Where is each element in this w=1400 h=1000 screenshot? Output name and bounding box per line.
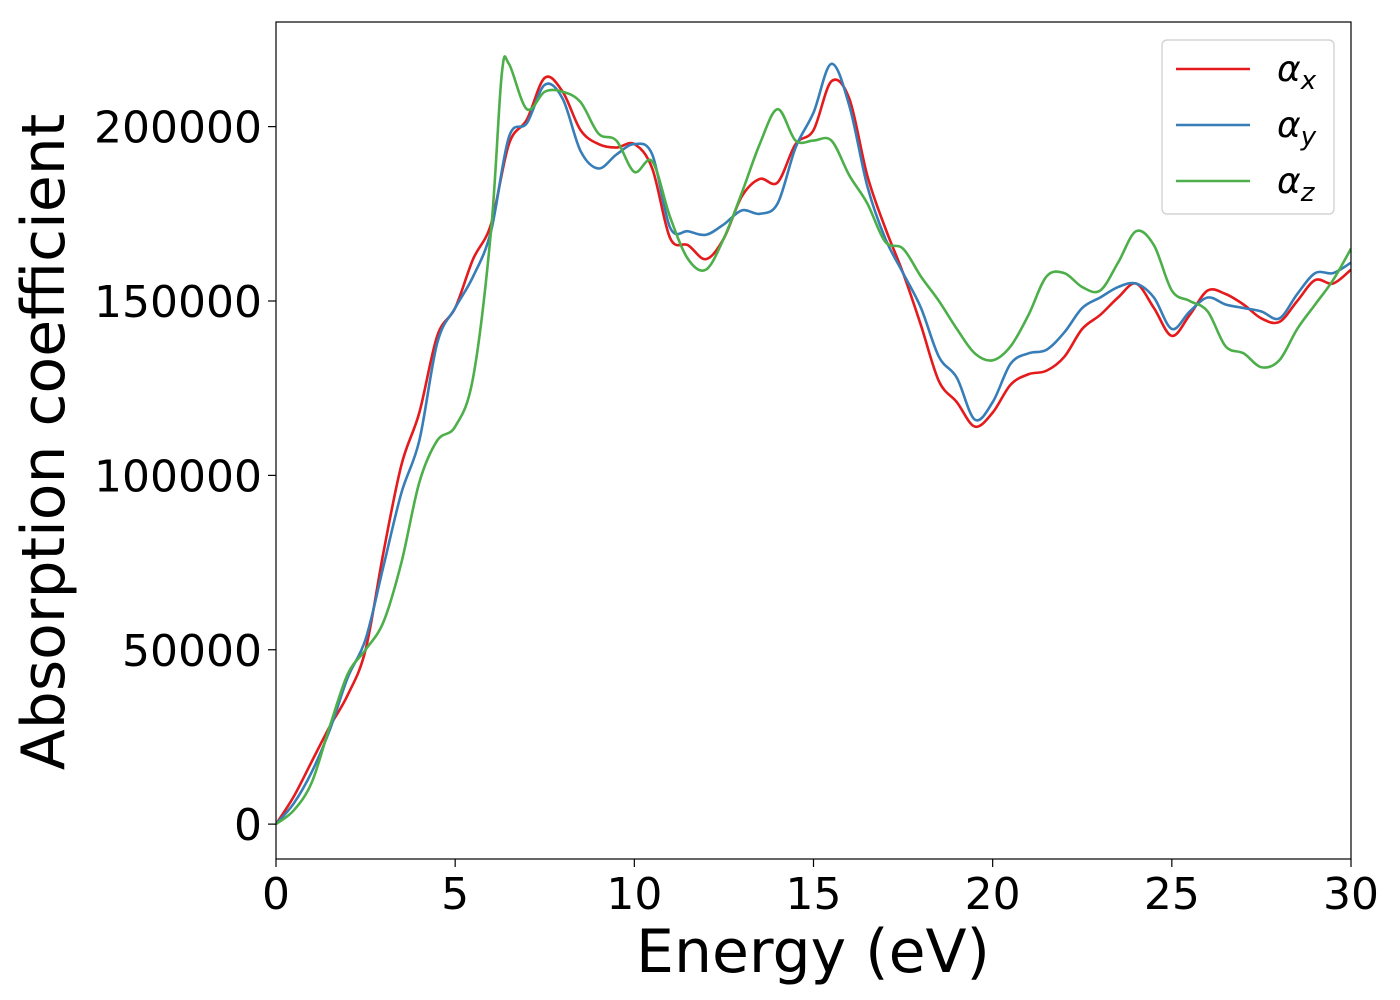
x-tick-label: 25 (1144, 869, 1200, 920)
series-layer (276, 55, 1351, 826)
series-line-y (276, 62, 1351, 825)
x-tick-label: 20 (965, 869, 1021, 920)
legend: αx αy αz (1161, 39, 1335, 215)
x-axis-label: Energy (eV) (636, 917, 990, 987)
y-tick-label: 50000 (122, 626, 262, 677)
y-tick-label: 150000 (94, 277, 262, 328)
y-tick-label: 0 (234, 800, 262, 851)
y-tick-label: 200000 (94, 103, 262, 154)
legend-label-z: αz (1277, 161, 1316, 208)
y-axis-label: Absorption coefficient (9, 114, 79, 771)
legend-label-y: αy (1277, 105, 1317, 152)
x-tick-label: 0 (262, 869, 290, 920)
legend-box (1161, 39, 1335, 215)
x-tick-label: 30 (1323, 869, 1379, 920)
x-tick-label: 5 (441, 869, 469, 920)
axes-layer: 0 5 10 15 20 25 30 0 50000 100000 150000 200000 (94, 21, 1379, 920)
y-tick-label: 100000 (94, 451, 262, 502)
legend-label-x: αx (1277, 49, 1317, 96)
x-tick-label: 15 (786, 869, 842, 920)
x-tick-label: 10 (606, 869, 662, 920)
series-line-z (276, 55, 1351, 826)
